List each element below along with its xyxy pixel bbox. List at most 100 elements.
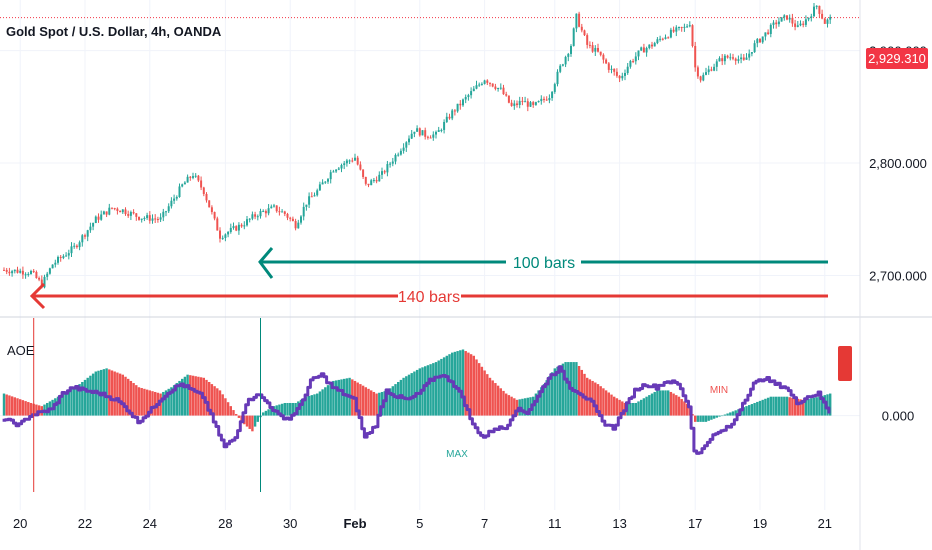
histogram-bar <box>440 358 443 416</box>
candle-body <box>640 47 643 51</box>
candle-body <box>216 218 219 231</box>
candle-body <box>275 205 278 212</box>
time-tick-label: 19 <box>753 516 767 531</box>
candle-body <box>345 160 348 164</box>
time-tick-label: 11 <box>548 516 562 531</box>
candle-body <box>386 164 389 173</box>
candle-body <box>224 234 227 238</box>
candle-body <box>200 180 203 188</box>
candle-body <box>659 38 662 40</box>
time-tick-label: Feb <box>343 516 366 531</box>
label-100-bars: 100 bars <box>513 255 575 272</box>
histogram-bar <box>618 399 621 416</box>
candle-body <box>21 270 24 275</box>
candle-body <box>583 30 586 36</box>
candle-body <box>205 193 208 201</box>
histogram-bar <box>815 397 818 416</box>
candle-body <box>140 218 143 220</box>
candle-body <box>621 75 624 79</box>
candle-body <box>248 218 251 220</box>
candle-body <box>183 182 186 185</box>
candle-body <box>686 26 689 28</box>
candle-body <box>696 67 699 77</box>
histogram-bar <box>388 388 392 416</box>
candle-body <box>445 116 448 122</box>
label-min: MIN <box>710 385 728 396</box>
histogram-bar <box>704 415 708 422</box>
candle-body <box>821 13 824 19</box>
histogram-bar <box>526 397 529 416</box>
histogram-bar <box>777 396 781 416</box>
candle-body <box>111 207 113 209</box>
histogram-bar <box>110 370 114 416</box>
candle-body <box>116 208 119 211</box>
histogram-bar <box>127 378 130 416</box>
histogram-bar <box>154 391 157 416</box>
time-axis[interactable]: 20 22 24 28 30 Feb 5 7 11 13 17 19 21 <box>13 516 832 531</box>
candle-body <box>356 157 359 165</box>
histogram-bar <box>515 399 519 416</box>
histogram-bar <box>229 406 232 416</box>
candle-body <box>340 165 343 169</box>
candle-body <box>702 74 705 81</box>
candle-body <box>232 226 235 228</box>
candle-body <box>16 269 19 273</box>
candle-body <box>178 186 181 198</box>
histogram-bar <box>494 383 497 416</box>
histogram-bar <box>772 396 775 416</box>
histogram-bar <box>472 355 475 416</box>
candle-body <box>273 205 275 207</box>
time-tick-label: 30 <box>283 516 297 531</box>
candle-body <box>43 276 46 288</box>
candle-body <box>437 130 440 132</box>
histogram-bar <box>262 412 265 416</box>
histogram-bar <box>761 399 764 416</box>
histogram-bar <box>553 368 556 416</box>
candle-body <box>618 75 621 79</box>
candle-body <box>505 94 508 96</box>
candle-body <box>108 207 111 215</box>
histogram-bar <box>723 414 727 416</box>
candle-body <box>165 211 167 213</box>
histogram-bar <box>24 401 27 416</box>
histogram-bar <box>21 400 25 416</box>
candle-body <box>3 269 5 271</box>
candle-body <box>102 211 105 215</box>
candle-body <box>310 196 313 198</box>
histogram-bar <box>324 387 327 416</box>
histogram-bar <box>467 352 470 416</box>
candle-body <box>67 253 70 256</box>
candle-body <box>472 88 475 92</box>
histogram-bar <box>172 385 176 416</box>
candle-body <box>73 245 76 247</box>
histogram-bar <box>796 398 799 416</box>
histogram-bar <box>124 376 127 416</box>
histogram-bar <box>658 390 662 416</box>
candle-body <box>734 58 737 61</box>
candle-body <box>548 98 551 101</box>
histogram-bar <box>513 398 516 416</box>
histogram-bar <box>610 394 613 416</box>
candle-body <box>564 56 567 65</box>
candle-body <box>435 131 437 135</box>
candle-body <box>243 225 246 227</box>
candle-body <box>597 47 599 52</box>
time-tick-label: 22 <box>78 516 92 531</box>
histogram-bar <box>621 401 624 416</box>
histogram-bar <box>253 415 257 427</box>
candle-body <box>599 51 602 55</box>
histogram-bar <box>289 402 292 416</box>
histogram-bar <box>59 395 62 416</box>
candle-body <box>297 222 300 229</box>
candle-body <box>324 181 327 183</box>
candle-body <box>826 19 829 24</box>
histogram-bar <box>210 384 214 416</box>
candle-body <box>648 44 651 48</box>
candle-body <box>656 39 659 44</box>
candle-body <box>35 271 38 279</box>
candle-body <box>375 179 378 182</box>
histogram-bar <box>270 407 273 416</box>
